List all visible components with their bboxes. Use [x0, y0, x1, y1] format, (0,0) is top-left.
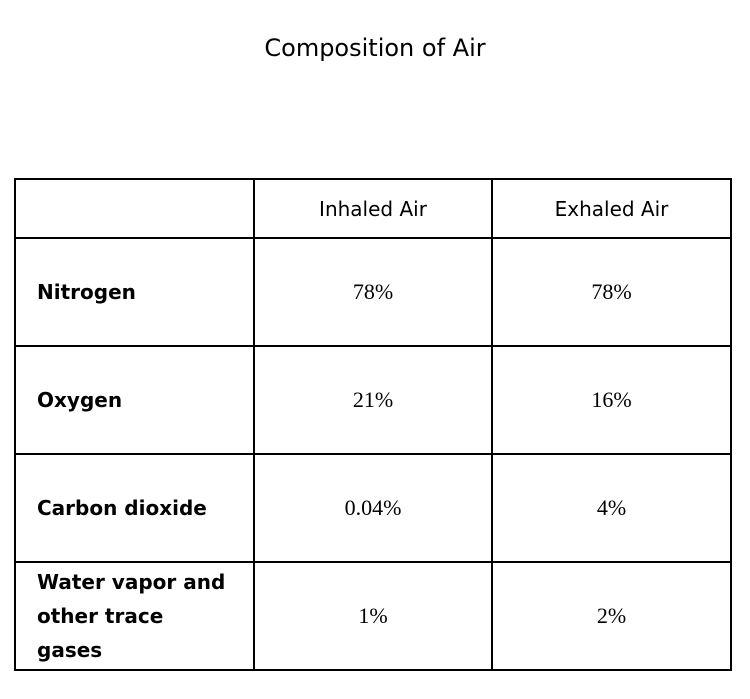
table-row: Oxygen 21% 16%: [14, 345, 732, 455]
cell-value: 16%: [591, 387, 632, 412]
header-cell: Inhaled Air: [253, 178, 493, 239]
header-text: Exhaled Air: [554, 196, 669, 221]
value-cell: 2%: [491, 561, 732, 671]
table-row: Water vapor and other trace gases 1% 2%: [14, 561, 732, 671]
cell-value: 21%: [352, 387, 394, 412]
row-label-cell: Nitrogen: [14, 237, 255, 347]
row-label-cell: Water vapor and other trace gases: [14, 561, 255, 671]
row-label: Nitrogen: [37, 280, 136, 304]
value-cell: 78%: [253, 237, 493, 347]
header-cell: [14, 178, 255, 239]
cell-value: 78%: [591, 279, 632, 304]
row-label: Water vapor and other trace gases: [37, 570, 226, 662]
table-row: Carbon dioxide 0.04% 4%: [14, 453, 732, 563]
title: Composition of Air: [264, 34, 486, 62]
value-cell: 4%: [491, 453, 732, 563]
row-label: Carbon dioxide: [37, 496, 207, 520]
header-cell: Exhaled Air: [491, 178, 732, 239]
composition-table: Inhaled Air Exhaled Air Nitrogen 78% 78% Oxy…: [14, 178, 732, 671]
cell-value: 0.04%: [344, 495, 402, 520]
row-label-cell: Carbon dioxide: [14, 453, 255, 563]
cell-value: 2%: [596, 603, 627, 628]
cell-value: 4%: [596, 495, 627, 520]
value-cell: 16%: [491, 345, 732, 455]
value-cell: 78%: [491, 237, 732, 347]
value-cell: 21%: [253, 345, 493, 455]
cell-value: 1%: [358, 603, 388, 628]
header-row: Inhaled Air Exhaled Air: [14, 178, 732, 239]
row-label-cell: Oxygen: [14, 345, 255, 455]
value-cell: 1%: [253, 561, 493, 671]
table-row: Nitrogen 78% 78%: [14, 237, 732, 347]
table-body: Nitrogen 78% 78% Oxygen 21% 16% Carbon dioxide…: [14, 237, 732, 671]
cell-value: 78%: [352, 279, 394, 304]
header-text: Inhaled Air: [319, 196, 427, 221]
row-label: Oxygen: [37, 388, 123, 412]
value-cell: 0.04%: [253, 453, 493, 563]
